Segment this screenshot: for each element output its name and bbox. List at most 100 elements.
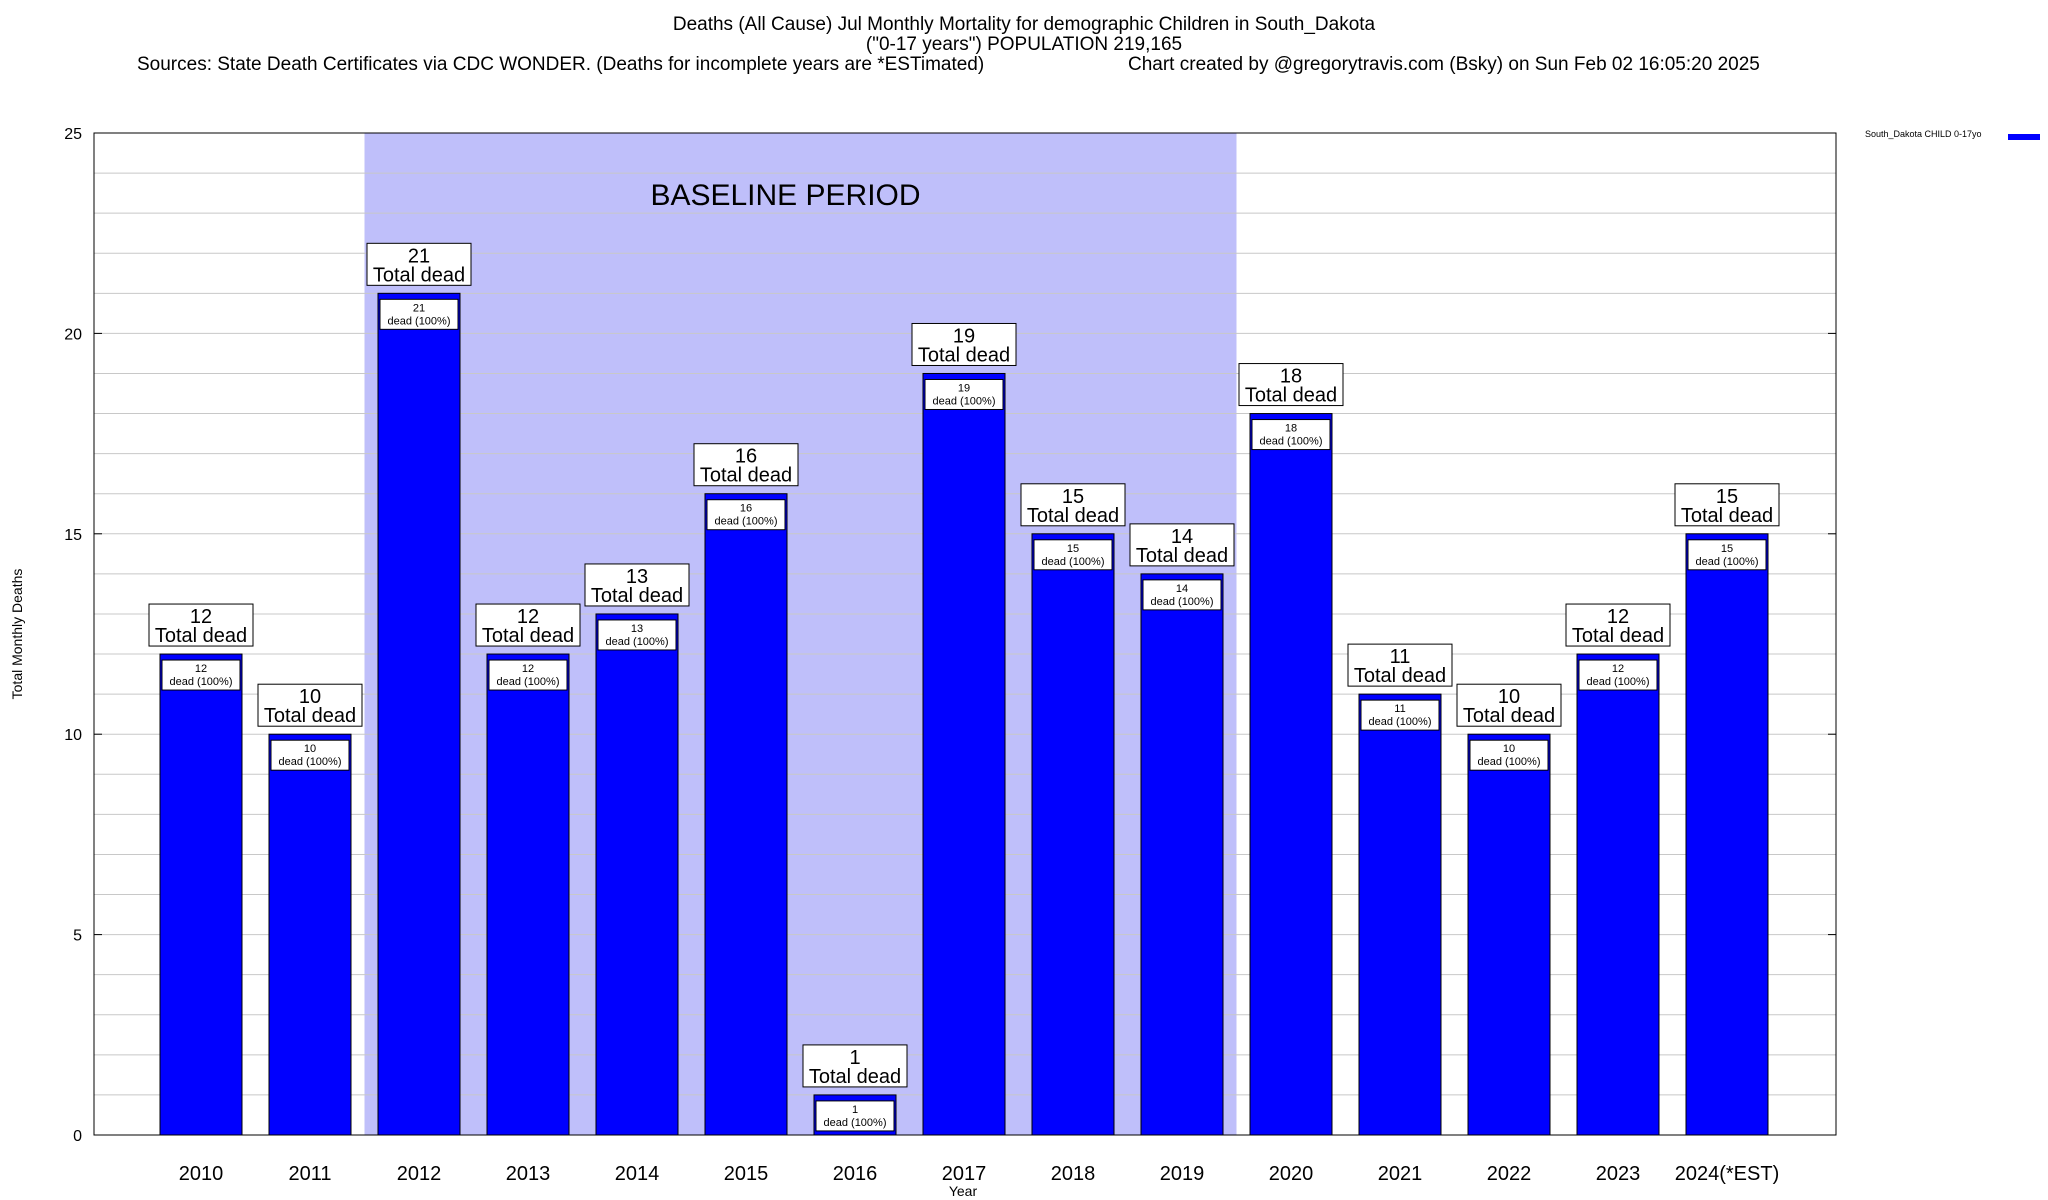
bar-top-value: 10 — [299, 686, 321, 708]
bar-top-label-box — [1129, 523, 1235, 567]
baseline-band-label: BASELINE PERIOD — [650, 179, 920, 212]
bar-inner-percent: dead (100%) — [170, 676, 233, 688]
bar-inner-percent: dead (100%) — [1478, 756, 1541, 768]
y-axis-title: Total Monthly Deaths — [9, 569, 25, 700]
bar-top-label-box — [584, 563, 690, 607]
chart-title: Deaths (All Cause) Jul Monthly Mortality… — [672, 14, 1376, 35]
bar-top-value: 13 — [626, 566, 648, 588]
bar-inner-percent: dead (100%) — [497, 676, 560, 688]
bar-inner-value: 15 — [1721, 543, 1733, 555]
y-tick-label: 5 — [73, 928, 82, 945]
bar-inner-label-box — [1687, 539, 1767, 571]
bar-inner-value: 15 — [1067, 543, 1079, 555]
bar-inner-percent: dead (100%) — [933, 395, 996, 407]
x-tick-label: 2014 — [615, 1163, 660, 1185]
bar — [1140, 573, 1224, 1136]
bar-top-total-label: Total dead — [1463, 705, 1555, 727]
bar-inner-label-box — [924, 378, 1004, 410]
bar-inner-label-box — [270, 739, 350, 771]
bar-top-label-box — [1238, 363, 1344, 407]
bar — [159, 653, 243, 1136]
bar-inner-percent: dead (100%) — [1696, 556, 1759, 568]
x-tick-label: 2022 — [1487, 1163, 1532, 1185]
bar-inner-value: 12 — [522, 663, 534, 675]
bar-top-value: 19 — [953, 325, 975, 347]
bar-inner-label-box — [815, 1100, 895, 1132]
bar-top-total-label: Total dead — [1027, 505, 1119, 527]
bar-top-total-label: Total dead — [1572, 625, 1664, 647]
bar — [486, 653, 570, 1136]
x-tick-label: 2020 — [1269, 1163, 1314, 1185]
bar-top-total-label: Total dead — [700, 465, 792, 487]
plot-border — [93, 132, 1837, 1136]
bar-top-total-label: Total dead — [1354, 665, 1446, 687]
bar-inner-percent: dead (100%) — [1587, 676, 1650, 688]
bar-inner-value: 14 — [1176, 583, 1188, 595]
bar-inner-value: 18 — [1285, 423, 1297, 435]
bar-inner-value: 10 — [304, 743, 316, 755]
bar-top-label-box — [148, 603, 254, 647]
bar-top-label-box — [1565, 603, 1671, 647]
bar-inner-value: 12 — [195, 663, 207, 675]
x-tick-label: 2023 — [1596, 1163, 1641, 1185]
bar-inner-percent: dead (100%) — [1260, 436, 1323, 448]
bar-inner-label-box — [1142, 579, 1222, 611]
bar-inner-value: 12 — [1612, 663, 1624, 675]
bar — [1685, 533, 1769, 1136]
bar-inner-label-box — [1360, 699, 1440, 731]
x-tick-label: 2018 — [1051, 1163, 1096, 1185]
bar-top-label-box — [1674, 483, 1780, 527]
bar — [1467, 733, 1551, 1136]
y-tick-label: 0 — [73, 1128, 82, 1145]
bar-top-value: 16 — [735, 446, 757, 468]
bar-inner-label-box — [1578, 659, 1658, 691]
bar — [1576, 653, 1660, 1136]
bar-top-value: 1 — [849, 1047, 860, 1069]
bar-inner-label-box — [597, 619, 677, 651]
bar-top-total-label: Total dead — [918, 344, 1010, 366]
y-tick-label: 15 — [64, 527, 82, 544]
bar-top-value: 12 — [1607, 606, 1629, 628]
bar-inner-value: 16 — [740, 503, 752, 515]
bar-top-total-label: Total dead — [591, 585, 683, 607]
bar-top-total-label: Total dead — [482, 625, 574, 647]
bar-inner-percent: dead (100%) — [388, 315, 451, 327]
bar-top-label-box — [1020, 483, 1126, 527]
bar-inner-value: 13 — [631, 623, 643, 635]
bar-inner-label-box — [1033, 539, 1113, 571]
bar-top-total-label: Total dead — [809, 1066, 901, 1088]
bar-inner-percent: dead (100%) — [606, 636, 669, 648]
bar — [595, 613, 679, 1136]
x-tick-label: 2019 — [1160, 1163, 1205, 1185]
bar — [1249, 413, 1333, 1136]
bar-inner-percent: dead (100%) — [824, 1117, 887, 1129]
bar-top-total-label: Total dead — [1681, 505, 1773, 527]
bar-top-value: 14 — [1171, 526, 1193, 548]
bar-inner-label-box — [161, 659, 241, 691]
bar-top-value: 15 — [1716, 486, 1738, 508]
y-tick-label: 10 — [64, 727, 82, 744]
bar-inner-percent: dead (100%) — [279, 756, 342, 768]
x-tick-label: 2021 — [1378, 1163, 1423, 1185]
chart-credit: Chart created by @gregorytravis.com (Bsk… — [1128, 54, 1760, 75]
x-tick-label: 2010 — [179, 1163, 224, 1185]
bar-top-value: 18 — [1280, 366, 1302, 388]
x-tick-label: 2016 — [833, 1163, 878, 1185]
bar-inner-value: 21 — [413, 302, 425, 314]
bar-inner-percent: dead (100%) — [1369, 716, 1432, 728]
bar-inner-value: 10 — [1503, 743, 1515, 755]
bar-top-total-label: Total dead — [1245, 385, 1337, 407]
bar-inner-label-box — [1469, 739, 1549, 771]
bar-top-label-box — [1347, 643, 1453, 687]
bar — [1358, 693, 1442, 1136]
bar-top-total-label: Total dead — [264, 705, 356, 727]
x-axis-title: Year — [949, 1183, 978, 1199]
bar-top-value: 11 — [1390, 646, 1411, 668]
bar-top-label-box — [802, 1044, 908, 1088]
y-tick-label: 25 — [64, 126, 82, 143]
y-tick-label: 20 — [64, 326, 82, 343]
bar-top-total-label: Total dead — [155, 625, 247, 647]
bar-inner-value: 11 — [1394, 703, 1405, 715]
x-tick-label: 2013 — [506, 1163, 551, 1185]
